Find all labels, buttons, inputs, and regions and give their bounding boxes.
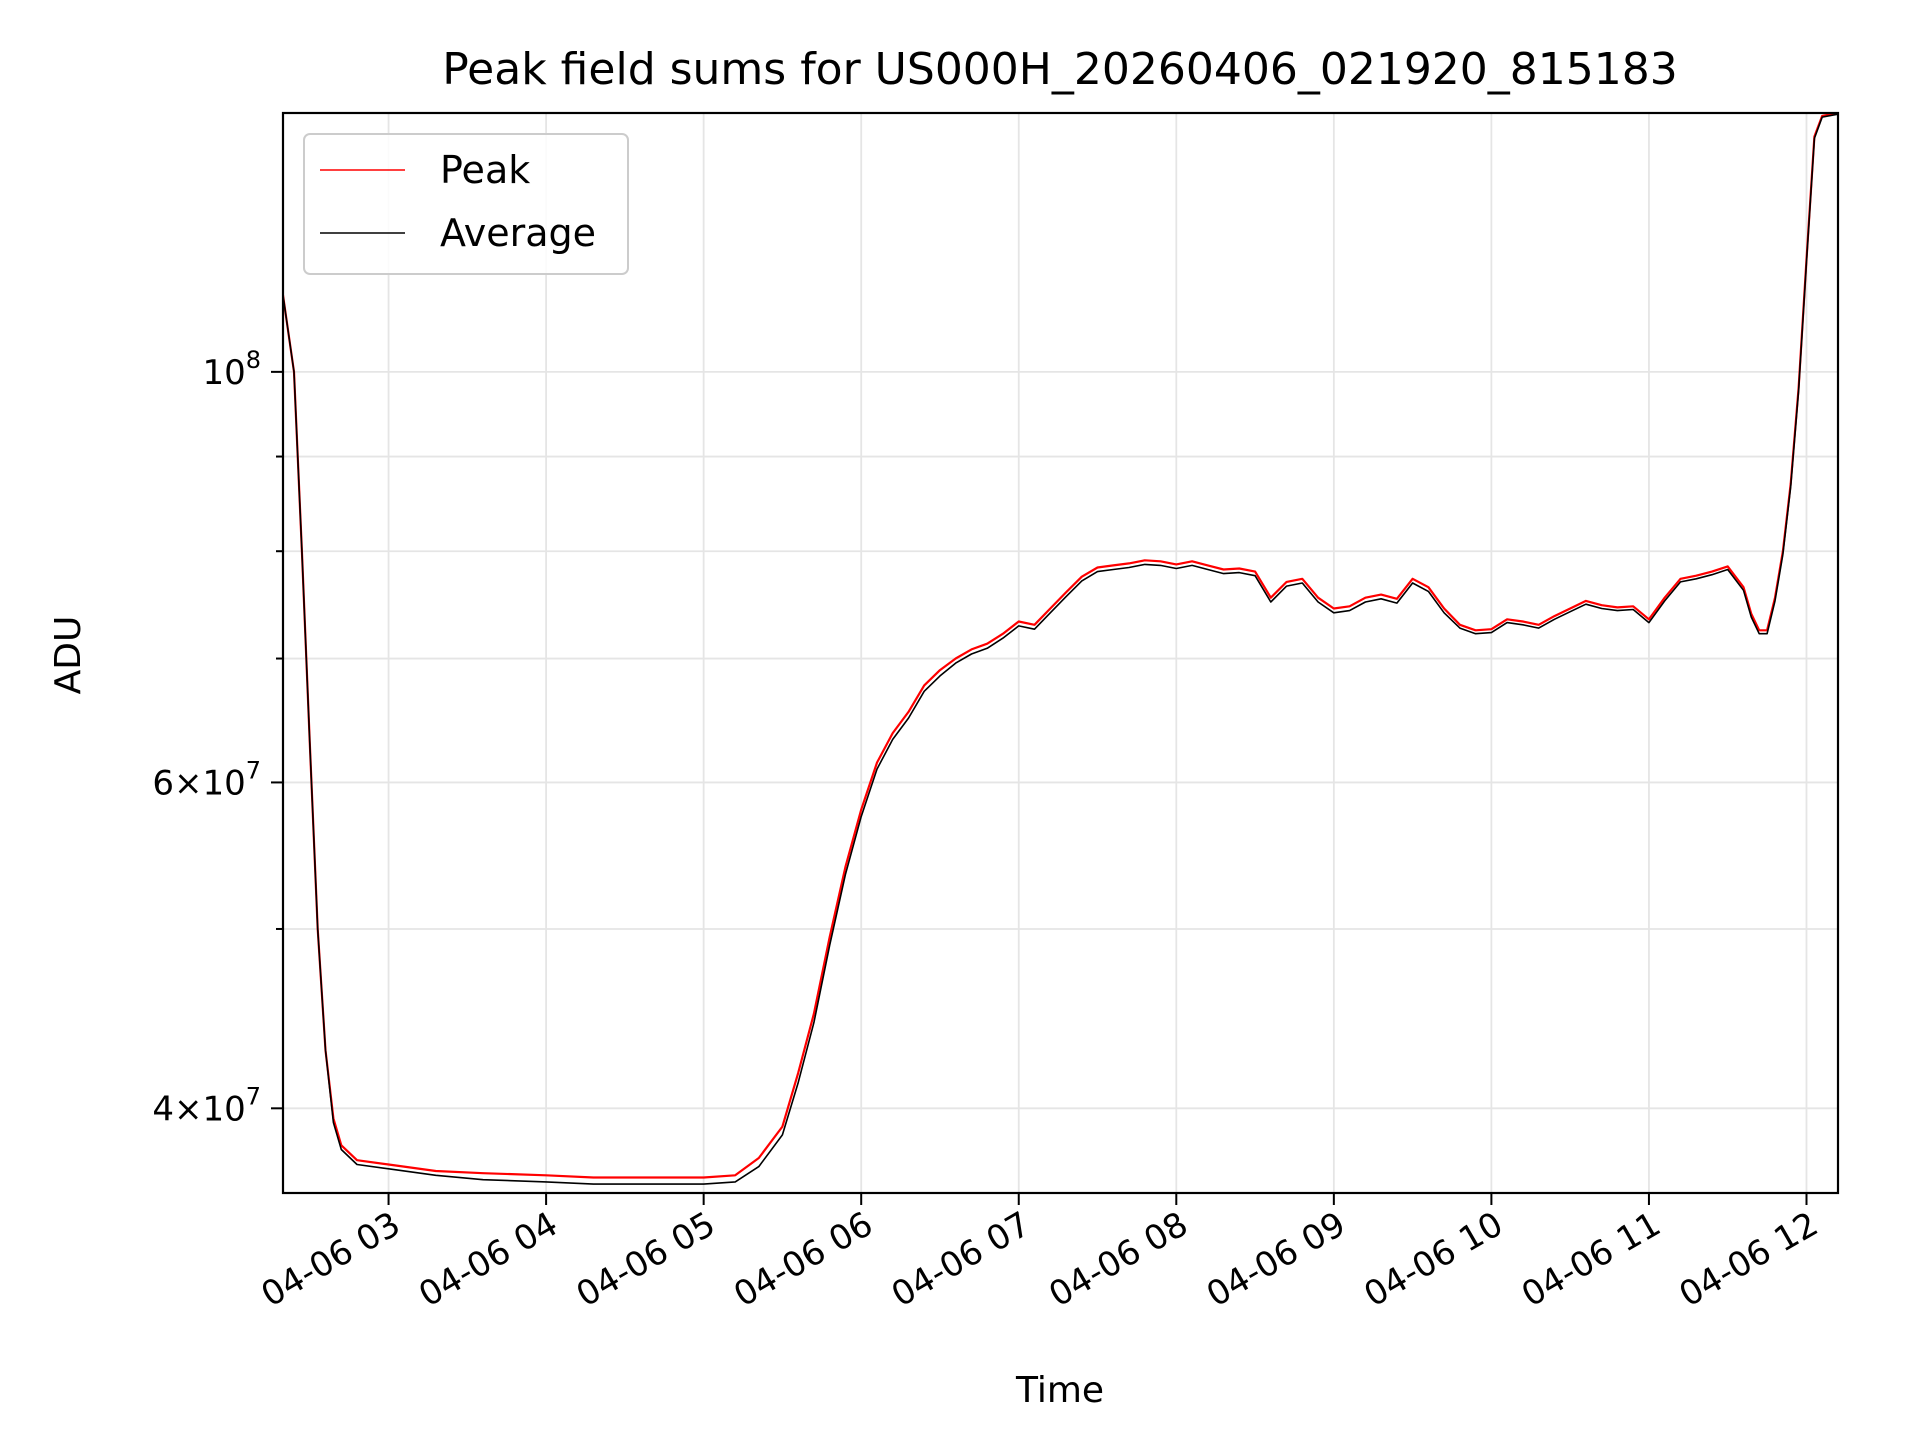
legend: Peak Average xyxy=(303,133,629,275)
y-tick-label: 4×107 xyxy=(152,1082,261,1129)
y-tick-label: 108 xyxy=(202,346,261,393)
plot-frame xyxy=(281,111,1840,1195)
legend-box xyxy=(303,133,629,275)
y-tick-label: 6×107 xyxy=(152,756,261,803)
series-line-peak xyxy=(283,113,1838,1179)
legend-label-average: Average xyxy=(440,211,596,255)
legend-label-peak: Peak xyxy=(440,148,530,192)
y-axis: 108 6×107 4×107 xyxy=(152,346,283,1129)
x-axis-label: Time xyxy=(1015,1370,1104,1411)
y-axis-label: ADU xyxy=(48,616,89,695)
grid xyxy=(283,113,1838,1193)
chart-title: Peak field sums for US000H_20260406_0219… xyxy=(442,44,1678,95)
series-layer xyxy=(283,113,1838,1185)
plot-area xyxy=(283,113,1838,1185)
series-line-average xyxy=(283,113,1838,1185)
